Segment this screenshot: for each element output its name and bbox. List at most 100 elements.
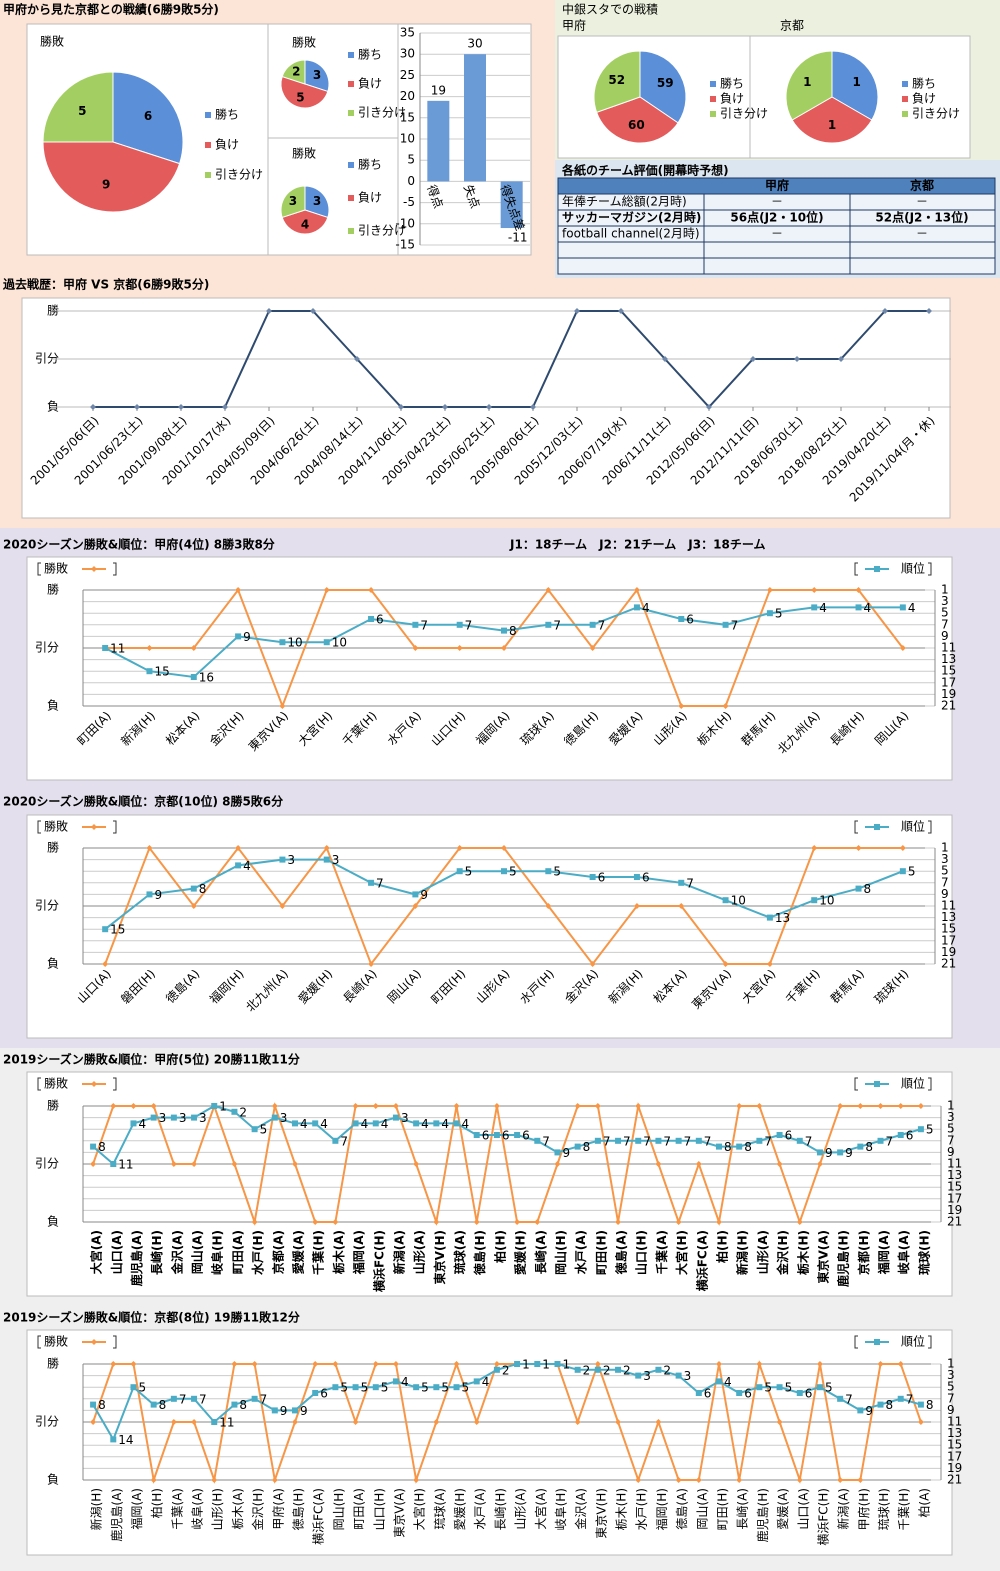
- rank-label: 8: [864, 882, 872, 896]
- rank-label: 11: [110, 642, 125, 656]
- result-point: [110, 1361, 117, 1367]
- result-point: [473, 1419, 480, 1425]
- rank-label: 9: [562, 1146, 570, 1160]
- x-tick-label: 水戸(H): [250, 1230, 265, 1275]
- legend-label: 順位: [901, 1334, 925, 1349]
- rank-point: [776, 1384, 783, 1391]
- legend-swatch: [710, 96, 716, 102]
- legend-swatch: [348, 110, 354, 116]
- rank-label: 5: [381, 1381, 389, 1395]
- point: [398, 404, 404, 410]
- legend-marker: [91, 824, 97, 830]
- y-tick-label: 引分: [35, 352, 59, 366]
- chart-note: J1：18チーム J2：21チーム J3：18チーム: [509, 538, 765, 552]
- rank-point: [368, 616, 375, 622]
- result-point: [514, 1219, 521, 1225]
- table-header: 京都: [910, 178, 934, 193]
- result-point: [271, 1477, 278, 1483]
- y2-tick-label: 13: [941, 910, 956, 924]
- rank-label: 8: [583, 1140, 591, 1154]
- rank-point: [332, 1384, 339, 1391]
- x-tick-label: 徳島(H): [291, 1488, 306, 1530]
- legend-label: 負け: [358, 77, 382, 91]
- rank-point: [501, 868, 507, 875]
- result-point: [837, 1477, 844, 1483]
- legend-swatch: [348, 162, 354, 168]
- point: [354, 356, 360, 362]
- result-point: [678, 703, 685, 709]
- x-tick-label: 東京V(A): [815, 1230, 830, 1284]
- legend-swatch: [348, 195, 354, 201]
- result-point: [292, 1419, 298, 1425]
- result-point: [412, 645, 419, 651]
- x-tick-label: 福岡(A): [351, 1230, 366, 1275]
- rank-point: [211, 1419, 218, 1425]
- x-tick-label: 長崎(H): [493, 1488, 507, 1530]
- result-point: [633, 587, 640, 593]
- rank-label: 4: [724, 1375, 732, 1389]
- rank-point: [877, 1401, 884, 1408]
- rank-label: 5: [553, 865, 561, 879]
- x-tick-label: 甲府(H): [856, 1488, 871, 1530]
- x-tick-label: 新潟(A): [836, 1488, 851, 1530]
- rank-point: [594, 1137, 601, 1144]
- rank-label: 5: [509, 865, 517, 879]
- point: [310, 308, 316, 314]
- legend-label: 勝ち: [358, 157, 382, 172]
- result-point: [816, 1161, 823, 1167]
- rank-label: 2: [239, 1105, 247, 1119]
- y-tick-label: 負: [47, 1473, 59, 1487]
- legend-bracket: [113, 1077, 117, 1091]
- rank-point: [190, 885, 197, 892]
- rank-label: 5: [361, 1381, 369, 1395]
- result-point: [352, 1419, 359, 1425]
- rank-point: [633, 874, 640, 880]
- rank-label: 6: [598, 871, 606, 885]
- result-point: [574, 1419, 581, 1425]
- table-header: 甲府: [765, 178, 789, 193]
- x-tick-label: 京都(A): [270, 1230, 285, 1274]
- rank-label: 3: [401, 1111, 409, 1125]
- rank-label: 9: [280, 1404, 288, 1418]
- rank-label: 1: [542, 1358, 550, 1372]
- result-point: [412, 903, 419, 909]
- legend-bracket: [37, 1077, 41, 1091]
- result-point: [635, 1477, 642, 1483]
- rank-label: 5: [926, 1123, 934, 1137]
- x-tick-label: 横浜FC(H): [816, 1488, 830, 1546]
- y2-tick-label: 3: [947, 1110, 955, 1124]
- point: [750, 356, 756, 362]
- rank-label: 4: [361, 1117, 369, 1131]
- x-tick-label: 岐阜(H): [210, 1230, 225, 1275]
- y-tick-label: 35: [400, 26, 415, 40]
- rank-point: [456, 621, 463, 628]
- rank-label: 7: [376, 876, 384, 890]
- rank-point: [312, 1120, 319, 1127]
- rank-point: [589, 621, 596, 628]
- result-point: [150, 1477, 157, 1483]
- rank-point: [191, 1114, 198, 1121]
- y2-tick-label: 1: [947, 1099, 955, 1113]
- rank-point: [110, 1436, 117, 1443]
- rank-point: [897, 1132, 904, 1138]
- result-point: [110, 1103, 117, 1109]
- result-point: [796, 1477, 803, 1483]
- result-point: [766, 587, 773, 593]
- result-point: [433, 1419, 440, 1425]
- rank-point: [574, 1366, 581, 1373]
- rank-label: 7: [731, 618, 739, 632]
- legend-swatch: [205, 142, 211, 148]
- rank-label: 10: [287, 636, 302, 650]
- y2-tick-label: 5: [947, 1380, 955, 1394]
- pie-title: 京都: [780, 19, 804, 33]
- y2-tick-label: 13: [947, 1426, 962, 1440]
- rank-label: 7: [684, 1134, 692, 1148]
- rank-label: 5: [421, 1381, 429, 1395]
- legend-marker: [91, 1081, 97, 1087]
- result-point: [635, 1103, 642, 1109]
- y2-tick-label: 13: [947, 1168, 962, 1182]
- result-point: [312, 1361, 319, 1367]
- result-point: [235, 845, 242, 851]
- x-tick-label: 鹿児島(H): [755, 1488, 770, 1542]
- rank-point: [473, 1132, 480, 1138]
